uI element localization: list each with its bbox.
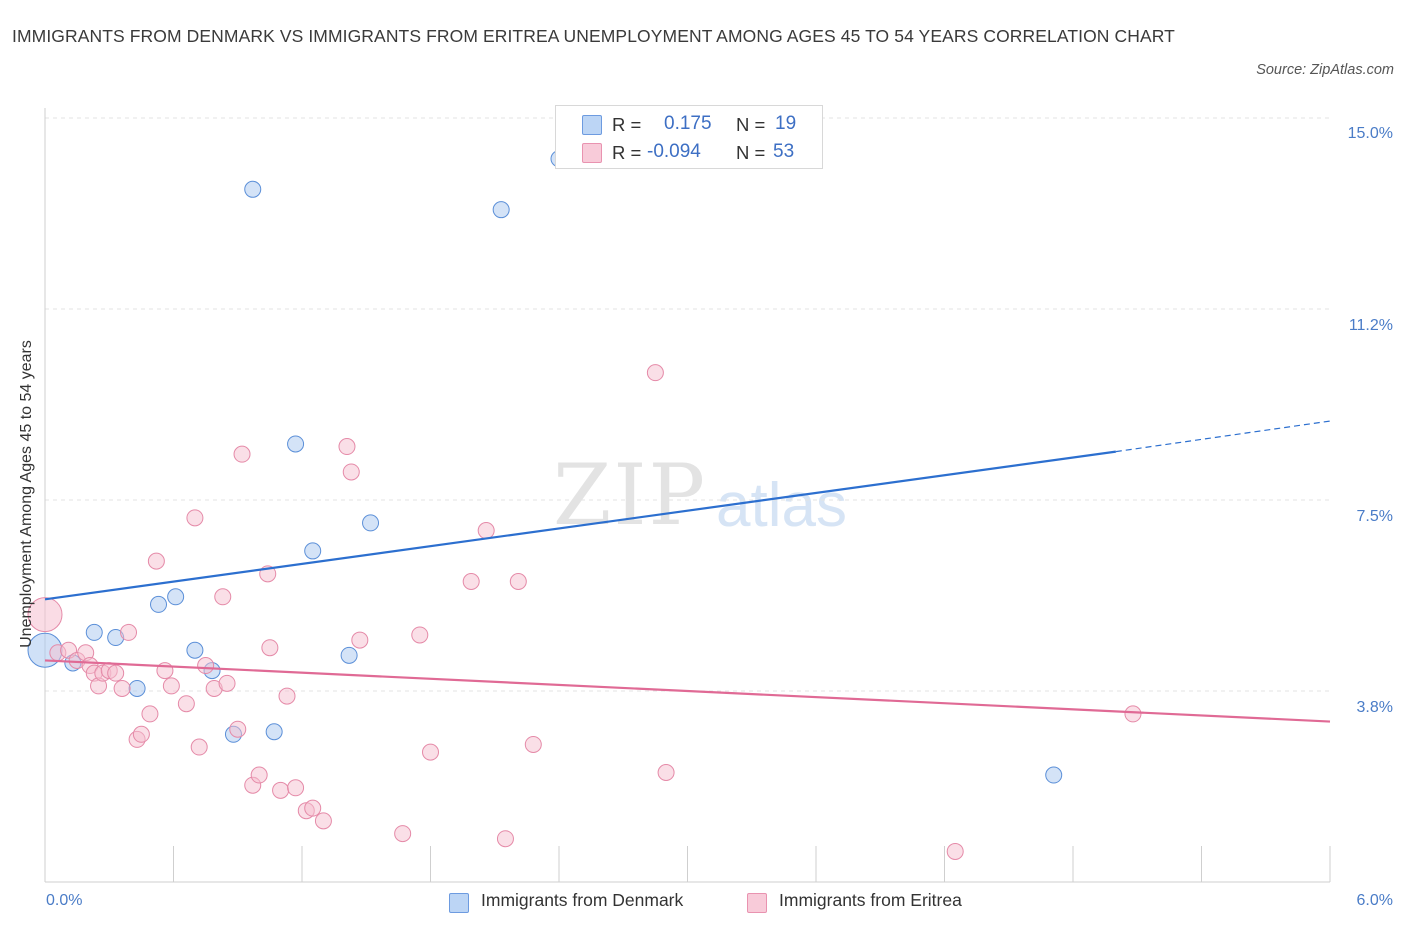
eritrea-point: [422, 743, 439, 761]
eritrea-point: [162, 677, 180, 695]
r-label: R =: [612, 142, 642, 163]
n-label: N =: [736, 142, 766, 163]
y-tick-label: 11.2%: [1348, 317, 1393, 334]
denmark-point: [492, 201, 510, 219]
r-value: -0.094: [647, 141, 701, 162]
r-label: R =: [612, 114, 642, 135]
x-tick-label: 6.0%: [1356, 892, 1393, 909]
eritrea-point: [477, 522, 495, 540]
denmark-point: [244, 180, 262, 198]
eritrea-point: [646, 364, 664, 382]
eritrea-point: [113, 679, 131, 697]
y-tick-label: 7.5%: [1356, 508, 1393, 525]
eritrea-point: [132, 725, 150, 743]
eritrea-point: [261, 639, 279, 657]
eritrea-point: [1124, 705, 1142, 723]
eritrea-point: [946, 842, 964, 860]
denmark-trend-extension: [1115, 420, 1331, 453]
watermark-atlas: atlas: [716, 471, 847, 540]
eritrea-point: [107, 664, 125, 682]
denmark-point: [128, 679, 146, 697]
eritrea-point: [272, 781, 290, 799]
eritrea-point: [509, 572, 527, 590]
eritrea-point: [214, 588, 232, 606]
n-label: N =: [736, 114, 766, 135]
eritrea-point: [496, 830, 514, 848]
eritrea-point: [462, 572, 480, 590]
denmark-swatch: [582, 115, 602, 135]
eritrea-point: [351, 631, 369, 649]
eritrea-point: [233, 445, 251, 463]
denmark-point: [150, 595, 168, 613]
eritrea-point: [218, 674, 236, 692]
eritrea-point: [197, 657, 215, 675]
denmark-trend-line: [44, 450, 1116, 601]
denmark-point: [85, 623, 103, 641]
denmark-point: [340, 646, 358, 664]
eritrea-point: [657, 763, 675, 781]
y-tick-label: 15.0%: [1347, 125, 1393, 142]
eritrea-point: [524, 735, 542, 753]
eritrea-point: [314, 812, 332, 830]
denmark-point: [186, 641, 204, 659]
n-value: 53: [773, 141, 795, 162]
denmark-point: [362, 514, 380, 532]
eritrea-point: [147, 552, 165, 570]
legend-denmark-label: Immigrants from Denmark: [481, 890, 684, 910]
denmark-point: [265, 723, 283, 741]
eritrea-point: [342, 463, 360, 481]
denmark-point: [1045, 766, 1063, 784]
eritrea-point: [287, 779, 305, 797]
legend-eritrea-swatch: [747, 893, 767, 913]
eritrea-point: [411, 626, 429, 644]
eritrea-point: [304, 799, 322, 817]
eritrea-point: [190, 738, 208, 756]
eritrea-swatch: [582, 143, 602, 163]
correlation-legend: R = 0.175 N = 19 R = -0.094 N = 53: [555, 105, 823, 169]
x-tick-label: 0.0%: [46, 892, 83, 909]
eritrea-point: [394, 825, 412, 843]
eritrea-point: [186, 509, 204, 527]
eritrea-point: [229, 720, 247, 738]
watermark-zip: ZIP: [553, 446, 708, 544]
n-value: 19: [775, 113, 797, 134]
denmark-point: [287, 435, 305, 453]
eritrea-point: [338, 438, 356, 456]
source-label: Source: ZipAtlas.com: [1256, 62, 1394, 78]
eritrea-point: [120, 623, 138, 641]
y-tick-label: 3.8%: [1356, 699, 1393, 716]
eritrea-point: [141, 705, 159, 723]
denmark-point: [167, 588, 185, 606]
eritrea-point: [278, 687, 296, 705]
denmark-point: [304, 542, 322, 560]
legend-denmark-swatch: [449, 893, 469, 913]
eritrea-point: [27, 597, 63, 633]
eritrea-trend-line: [44, 659, 1331, 723]
chart-title: IMMIGRANTS FROM DENMARK VS IMMIGRANTS FR…: [12, 26, 1175, 46]
r-value: 0.175: [664, 113, 712, 134]
eritrea-point: [177, 695, 195, 713]
eritrea-point: [250, 766, 268, 784]
legend-eritrea-label: Immigrants from Eritrea: [779, 890, 962, 910]
y-axis-label: Unemployment Among Ages 45 to 54 years: [18, 340, 35, 648]
